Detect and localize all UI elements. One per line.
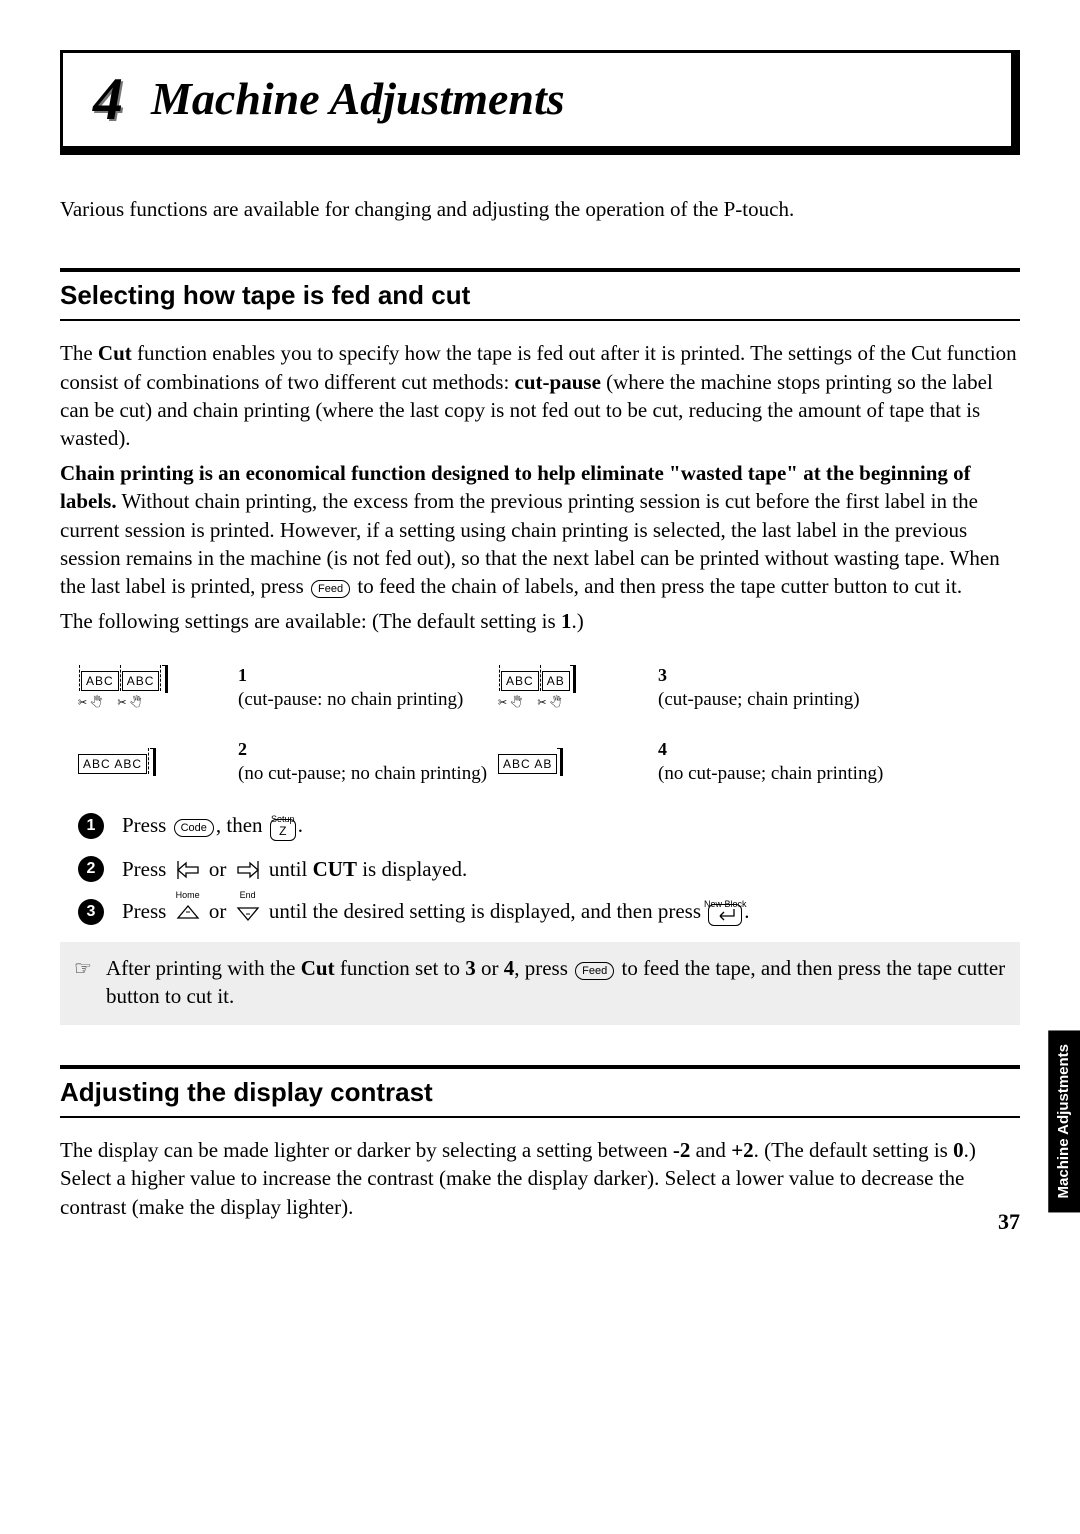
step-bullet-2: 2 bbox=[78, 856, 104, 882]
note-text: After printing with the Cut function set… bbox=[106, 954, 1006, 1011]
tape-paragraph-1: The Cut function enables you to specify … bbox=[60, 339, 1020, 452]
diagram-setting-2: ABC ABC bbox=[78, 748, 228, 776]
section-heading-contrast-text: Adjusting the display contrast bbox=[60, 1075, 1020, 1110]
setting-3-desc: 3 (cut-pause; chain printing) bbox=[658, 663, 918, 713]
step-1: 1 Press Code, then SetupZ. bbox=[78, 811, 1020, 841]
z-key-icon: SetupZ bbox=[270, 819, 296, 841]
chapter-number: 4 bbox=[93, 59, 123, 140]
step-bullet-3: 3 bbox=[78, 899, 104, 925]
chapter-header: 4 Machine Adjustments bbox=[60, 50, 1020, 155]
intro-text: Various functions are available for chan… bbox=[60, 195, 1020, 223]
left-arrow-key-icon bbox=[174, 858, 202, 882]
contrast-paragraph: The display can be made lighter or darke… bbox=[60, 1136, 1020, 1221]
up-arrow-key-icon: Home bbox=[174, 901, 202, 925]
down-arrow-key-icon: End bbox=[234, 901, 262, 925]
instruction-steps: 1 Press Code, then SetupZ. 2 Press or un… bbox=[78, 811, 1020, 926]
section-heading-contrast: Adjusting the display contrast bbox=[60, 1065, 1020, 1118]
setting-4-desc: 4 (no cut-pause; chain printing) bbox=[658, 737, 918, 787]
chapter-title: Machine Adjustments bbox=[151, 68, 565, 130]
section-heading-tape: Selecting how tape is fed and cut bbox=[60, 268, 1020, 321]
code-key-icon: Code bbox=[174, 819, 214, 837]
note-pointer-icon: ☞ bbox=[74, 956, 92, 1011]
section-heading-tape-text: Selecting how tape is fed and cut bbox=[60, 278, 1020, 313]
diagram-setting-4: ABC AB bbox=[498, 748, 648, 776]
right-arrow-key-icon bbox=[234, 858, 262, 882]
setting-2-desc: 2 (no cut-pause; no chain printing) bbox=[238, 737, 488, 787]
setting-1-desc: 1 (cut-pause: no chain printing) bbox=[238, 663, 488, 713]
tape-paragraph-2: Chain printing is an economical function… bbox=[60, 459, 1020, 601]
cut-settings-grid: ABCABC ✂ 🖑 ✂ 🖑 1 (cut-pause: no chain pr… bbox=[78, 663, 1020, 787]
step-bullet-1: 1 bbox=[78, 813, 104, 839]
page-number: 37 bbox=[998, 1207, 1020, 1237]
feed-key-icon: Feed bbox=[311, 580, 350, 598]
note-box: ☞ After printing with the Cut function s… bbox=[60, 942, 1020, 1025]
diagram-setting-3: ABCAB ✂ 🖑 ✂ 🖑 bbox=[498, 665, 648, 710]
step-2: 2 Press or until CUT is displayed. bbox=[78, 855, 1020, 883]
diagram-setting-1: ABCABC ✂ 🖑 ✂ 🖑 bbox=[78, 665, 228, 710]
feed-key-icon: Feed bbox=[575, 962, 614, 980]
side-tab: Machine Adjustments bbox=[1048, 1030, 1080, 1212]
step-3: 3 Press Home or End until the desired se… bbox=[78, 897, 1020, 926]
tape-paragraph-3: The following settings are available: (T… bbox=[60, 607, 1020, 635]
enter-key-icon: New Block bbox=[708, 904, 742, 926]
